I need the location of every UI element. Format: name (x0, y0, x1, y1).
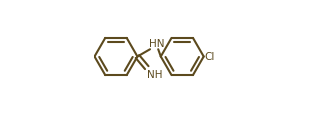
Text: HN: HN (149, 39, 165, 49)
Text: NH: NH (147, 69, 162, 79)
Text: Cl: Cl (205, 52, 215, 62)
